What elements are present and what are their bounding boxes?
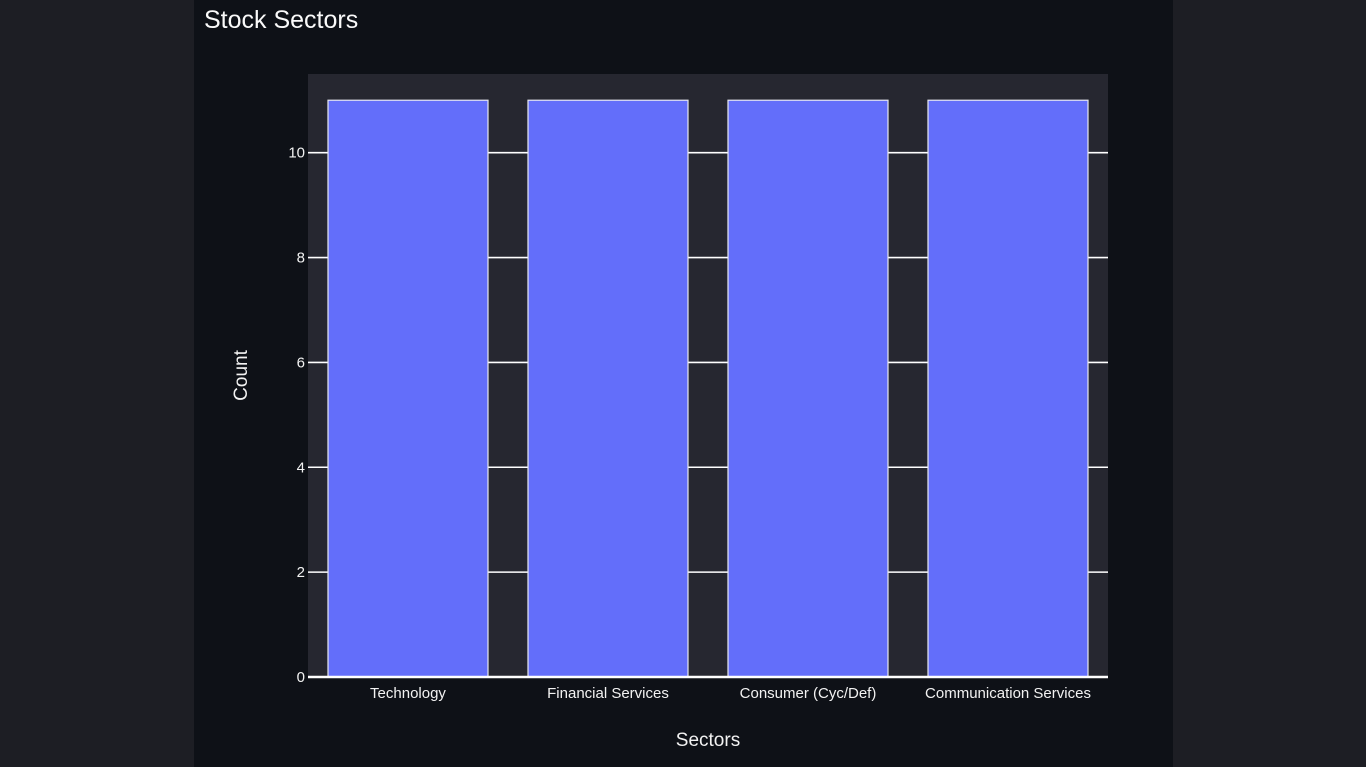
bar[interactable] bbox=[927, 99, 1089, 678]
y-tick-label: 6 bbox=[297, 354, 305, 371]
y-tick-label: 0 bbox=[297, 669, 305, 686]
chart-title: Stock Sectors bbox=[204, 6, 359, 34]
bar-chart[interactable]: 0 2 4 6 8 10 Technology Financial Services Cons… bbox=[194, 0, 1173, 767]
bars bbox=[327, 99, 1089, 678]
chart-panel: Stock Sectors 0 2 4 6 8 10 Technology Financia… bbox=[194, 0, 1173, 767]
x-axis-ticks: Technology Financial Services Consumer (Cy… bbox=[370, 685, 1091, 702]
x-tick-label: Communication Services bbox=[925, 685, 1091, 702]
bar[interactable] bbox=[327, 99, 489, 678]
y-tick-label: 8 bbox=[297, 250, 305, 267]
x-tick-label: Financial Services bbox=[547, 685, 669, 702]
x-tick-label: Technology bbox=[370, 685, 446, 702]
y-tick-label: 10 bbox=[288, 145, 305, 162]
y-axis-title: Count bbox=[231, 349, 252, 400]
bar[interactable] bbox=[527, 99, 689, 678]
y-axis-ticks: 0 2 4 6 8 10 bbox=[288, 145, 305, 686]
x-tick-label: Consumer (Cyc/Def) bbox=[740, 685, 877, 702]
y-tick-label: 2 bbox=[297, 564, 305, 581]
x-axis-title: Sectors bbox=[676, 730, 740, 751]
y-tick-label: 4 bbox=[297, 459, 305, 476]
bar[interactable] bbox=[727, 99, 889, 678]
